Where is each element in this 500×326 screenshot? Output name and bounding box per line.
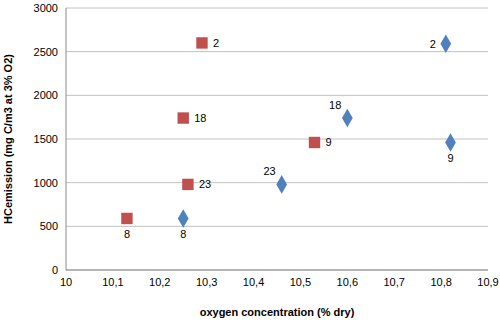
svg-text:oxygen concentration (% dry): oxygen concentration (% dry) [200,306,355,318]
svg-text:500: 500 [40,220,58,232]
svg-text:10,9: 10,9 [477,276,492,288]
svg-text:10,6: 10,6 [337,276,358,288]
svg-text:HCemission (mg C/m3 at 3% O2): HCemission (mg C/m3 at 3% O2) [8,54,14,224]
svg-text:18: 18 [194,112,206,124]
svg-text:10,3: 10,3 [196,276,217,288]
svg-text:8: 8 [180,228,186,240]
svg-text:23: 23 [263,165,275,177]
svg-text:1000: 1000 [34,177,58,189]
svg-text:10: 10 [60,276,72,288]
svg-text:2: 2 [430,38,436,50]
svg-text:10,1: 10,1 [102,276,123,288]
svg-text:9: 9 [447,152,453,164]
svg-text:3000: 3000 [34,2,58,14]
svg-text:10,2: 10,2 [149,276,170,288]
svg-text:10,8: 10,8 [430,276,451,288]
svg-text:10,5: 10,5 [290,276,311,288]
svg-text:9: 9 [326,136,332,148]
svg-text:10,7: 10,7 [384,276,405,288]
svg-text:10,4: 10,4 [243,276,264,288]
svg-text:1500: 1500 [34,133,58,145]
svg-text:2: 2 [213,37,219,49]
svg-text:2000: 2000 [34,89,58,101]
svg-text:0: 0 [52,264,58,276]
svg-text:23: 23 [199,178,211,190]
svg-text:2500: 2500 [34,46,58,58]
svg-text:8: 8 [124,228,130,240]
svg-text:18: 18 [329,99,341,111]
